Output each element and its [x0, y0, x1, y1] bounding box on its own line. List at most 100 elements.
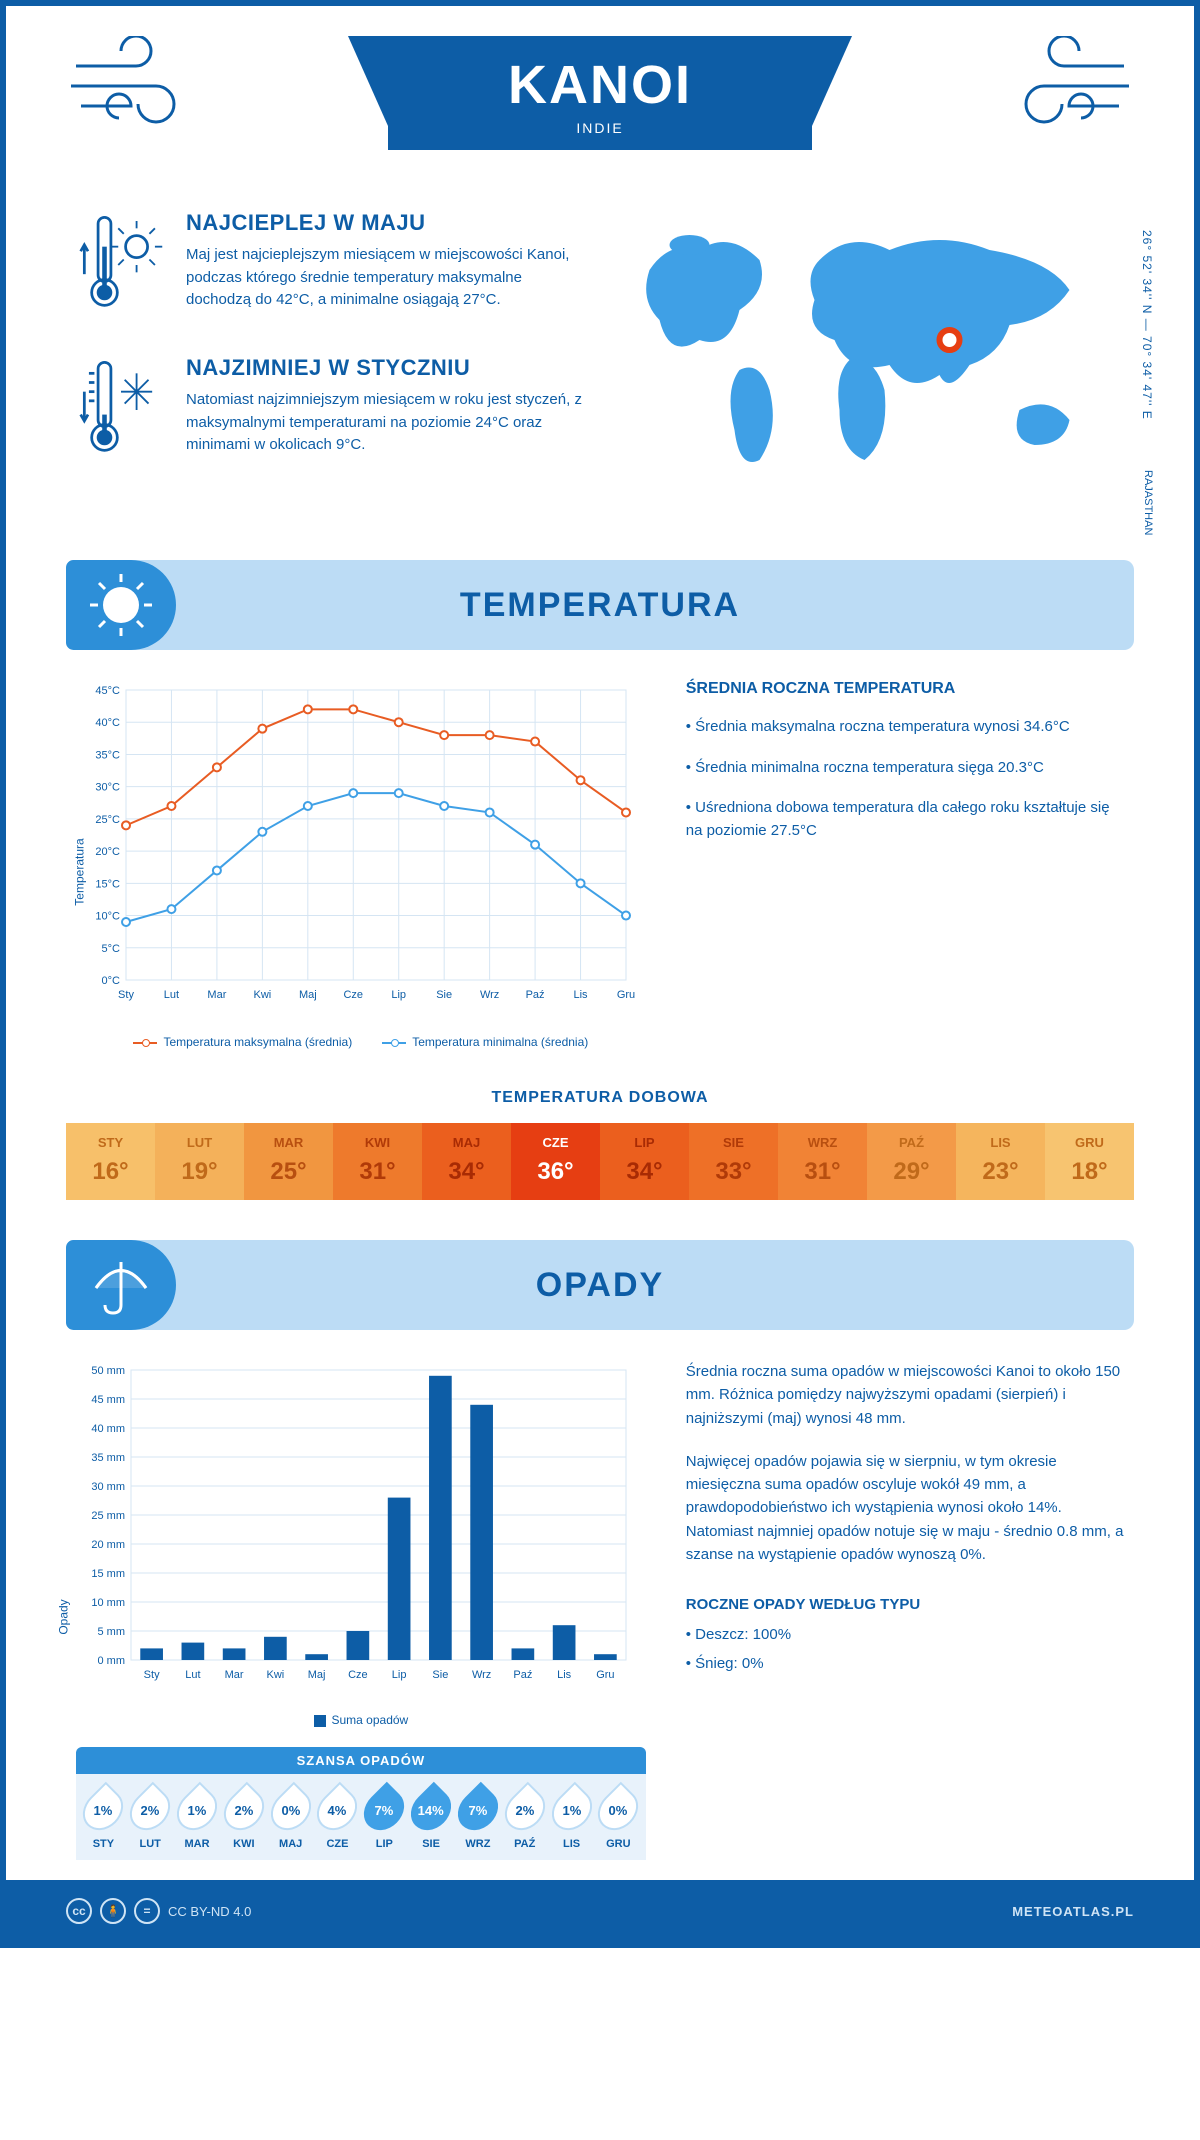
daily-temp-table: STY16°LUT19°MAR25°KWI31°MAJ34°CZE36°LIP3… — [66, 1123, 1134, 1200]
svg-text:Mar: Mar — [225, 1669, 244, 1681]
svg-text:Paź: Paź — [526, 989, 545, 1001]
rain-chance-drop: 1%LIS — [548, 1788, 595, 1850]
svg-text:45 mm: 45 mm — [91, 1394, 125, 1406]
page-subtitle: INDIE — [508, 120, 692, 136]
svg-text:Wrz: Wrz — [480, 989, 499, 1001]
svg-text:30°C: 30°C — [95, 782, 120, 794]
svg-text:Gru: Gru — [617, 989, 635, 1001]
svg-text:Sty: Sty — [118, 989, 134, 1001]
rain-chance-panel: SZANSA OPADÓW 1%STY2%LUT1%MAR2%KWI0%MAJ4… — [76, 1747, 646, 1860]
daily-temp-cell: LIS23° — [956, 1123, 1045, 1200]
svg-text:45°C: 45°C — [95, 685, 120, 697]
thermometer-hot-icon — [76, 210, 166, 325]
svg-text:35 mm: 35 mm — [91, 1452, 125, 1464]
warmest-fact: NAJCIEPLEJ W MAJU Maj jest najcieplejszy… — [76, 210, 585, 325]
temperature-title: TEMPERATURA — [460, 586, 740, 625]
temperature-section-header: TEMPERATURA — [66, 560, 1134, 650]
location-pin-icon — [940, 330, 960, 350]
svg-text:5 mm: 5 mm — [98, 1626, 126, 1638]
daily-temp-cell: SIE33° — [689, 1123, 778, 1200]
daily-temp-cell: WRZ31° — [778, 1123, 867, 1200]
svg-text:Cze: Cze — [343, 989, 363, 1001]
header-banner: KANOI INDIE — [6, 6, 1194, 190]
coldest-title: NAJZIMNIEJ W STYCZNIU — [186, 355, 585, 381]
svg-text:Gru: Gru — [596, 1669, 614, 1681]
svg-text:15°C: 15°C — [95, 878, 120, 890]
rain-chance-drop: 1%MAR — [174, 1788, 221, 1850]
temp-avg-line: • Średnia minimalna roczna temperatura s… — [686, 757, 1124, 780]
rain-chance-drop: 14%SIE — [408, 1788, 455, 1850]
license-text: CC BY-ND 4.0 — [168, 1904, 251, 1919]
daily-temp-cell: LUT19° — [155, 1123, 244, 1200]
daily-temp-cell: PAŹ29° — [867, 1123, 956, 1200]
wind-icon-right — [994, 36, 1134, 136]
svg-text:Lis: Lis — [574, 989, 589, 1001]
rain-chance-drop: 7%LIP — [361, 1788, 408, 1850]
footer: cc 🧍 = CC BY-ND 4.0 METEOATLAS.PL — [6, 1880, 1194, 1942]
legend-item: Temperatura minimalna (średnia) — [382, 1035, 588, 1049]
svg-text:Kwi: Kwi — [267, 1669, 285, 1681]
temp-avg-line: • Uśredniona dobowa temperatura dla całe… — [686, 797, 1124, 842]
svg-text:Wrz: Wrz — [472, 1669, 491, 1681]
svg-text:30 mm: 30 mm — [91, 1481, 125, 1493]
svg-text:Mar: Mar — [207, 989, 226, 1001]
daily-temp-cell: STY16° — [66, 1123, 155, 1200]
wind-icon-left — [66, 36, 206, 136]
daily-temp-cell: GRU18° — [1045, 1123, 1134, 1200]
precip-type-title: ROCZNE OPADY WEDŁUG TYPU — [686, 1596, 1124, 1613]
coldest-text: Natomiast najzimniejszym miesiącem w rok… — [186, 389, 585, 457]
precip-type-line: • Deszcz: 100% — [686, 1623, 1124, 1646]
rain-chance-drop: 0%GRU — [595, 1788, 642, 1850]
svg-text:50 mm: 50 mm — [91, 1365, 125, 1377]
svg-text:Sie: Sie — [432, 1669, 448, 1681]
svg-text:25 mm: 25 mm — [91, 1510, 125, 1522]
cc-icon: cc — [66, 1898, 92, 1924]
svg-text:Sty: Sty — [144, 1669, 160, 1681]
thermometer-cold-icon — [76, 355, 166, 470]
rain-chance-drop: 2%PAŹ — [501, 1788, 548, 1850]
daily-temp-cell: MAR25° — [244, 1123, 333, 1200]
svg-text:Lut: Lut — [185, 1669, 200, 1681]
svg-text:Sie: Sie — [436, 989, 452, 1001]
svg-text:5°C: 5°C — [102, 943, 121, 955]
precip-text-1: Średnia roczna suma opadów w miejscowośc… — [686, 1360, 1124, 1430]
svg-text:40 mm: 40 mm — [91, 1423, 125, 1435]
svg-text:Maj: Maj — [308, 1669, 326, 1681]
svg-text:0 mm: 0 mm — [98, 1655, 126, 1667]
site-name: METEOATLAS.PL — [1012, 1904, 1134, 1919]
by-icon: 🧍 — [100, 1898, 126, 1924]
svg-text:40°C: 40°C — [95, 717, 120, 729]
page-title: KANOI — [508, 54, 692, 116]
region-text: RAJASTHAN — [1142, 470, 1154, 535]
world-map: 26° 52' 34'' N — 70° 34' 47'' E RAJASTHA… — [615, 210, 1124, 500]
precipitation-title: OPADY — [536, 1266, 664, 1305]
temp-avg-title: ŚREDNIA ROCZNA TEMPERATURA — [686, 680, 1124, 698]
warmest-text: Maj jest najcieplejszym miesiącem w miej… — [186, 244, 585, 312]
svg-text:Paź: Paź — [513, 1669, 532, 1681]
daily-temp-cell: KWI31° — [333, 1123, 422, 1200]
rain-chance-drop: 7%WRZ — [455, 1788, 502, 1850]
umbrella-icon — [66, 1240, 176, 1330]
daily-temp-cell: LIP34° — [600, 1123, 689, 1200]
precipitation-bar-chart: Opady 0 mm5 mm10 mm15 mm20 mm25 mm30 mm3… — [76, 1360, 646, 1860]
svg-text:15 mm: 15 mm — [91, 1568, 125, 1580]
svg-text:Kwi: Kwi — [253, 989, 271, 1001]
svg-text:35°C: 35°C — [95, 749, 120, 761]
svg-text:Lip: Lip — [392, 1669, 407, 1681]
precip-type-line: • Śnieg: 0% — [686, 1652, 1124, 1675]
coldest-fact: NAJZIMNIEJ W STYCZNIU Natomiast najzimni… — [76, 355, 585, 470]
daily-temp-cell: MAJ34° — [422, 1123, 511, 1200]
svg-text:Lip: Lip — [391, 989, 406, 1001]
precip-text-2: Najwięcej opadów pojawia się w sierpniu,… — [686, 1450, 1124, 1566]
temp-avg-line: • Średnia maksymalna roczna temperatura … — [686, 716, 1124, 739]
svg-text:Lut: Lut — [164, 989, 179, 1001]
rain-chance-drop: 1%STY — [80, 1788, 127, 1850]
svg-text:Maj: Maj — [299, 989, 317, 1001]
rain-chance-drop: 2%LUT — [127, 1788, 174, 1850]
rain-chance-drop: 4%CZE — [314, 1788, 361, 1850]
precipitation-section-header: OPADY — [66, 1240, 1134, 1330]
rain-chance-drop: 0%MAJ — [267, 1788, 314, 1850]
legend-item: Temperatura maksymalna (średnia) — [133, 1035, 352, 1049]
rain-chance-title: SZANSA OPADÓW — [76, 1747, 646, 1774]
svg-text:20 mm: 20 mm — [91, 1539, 125, 1551]
